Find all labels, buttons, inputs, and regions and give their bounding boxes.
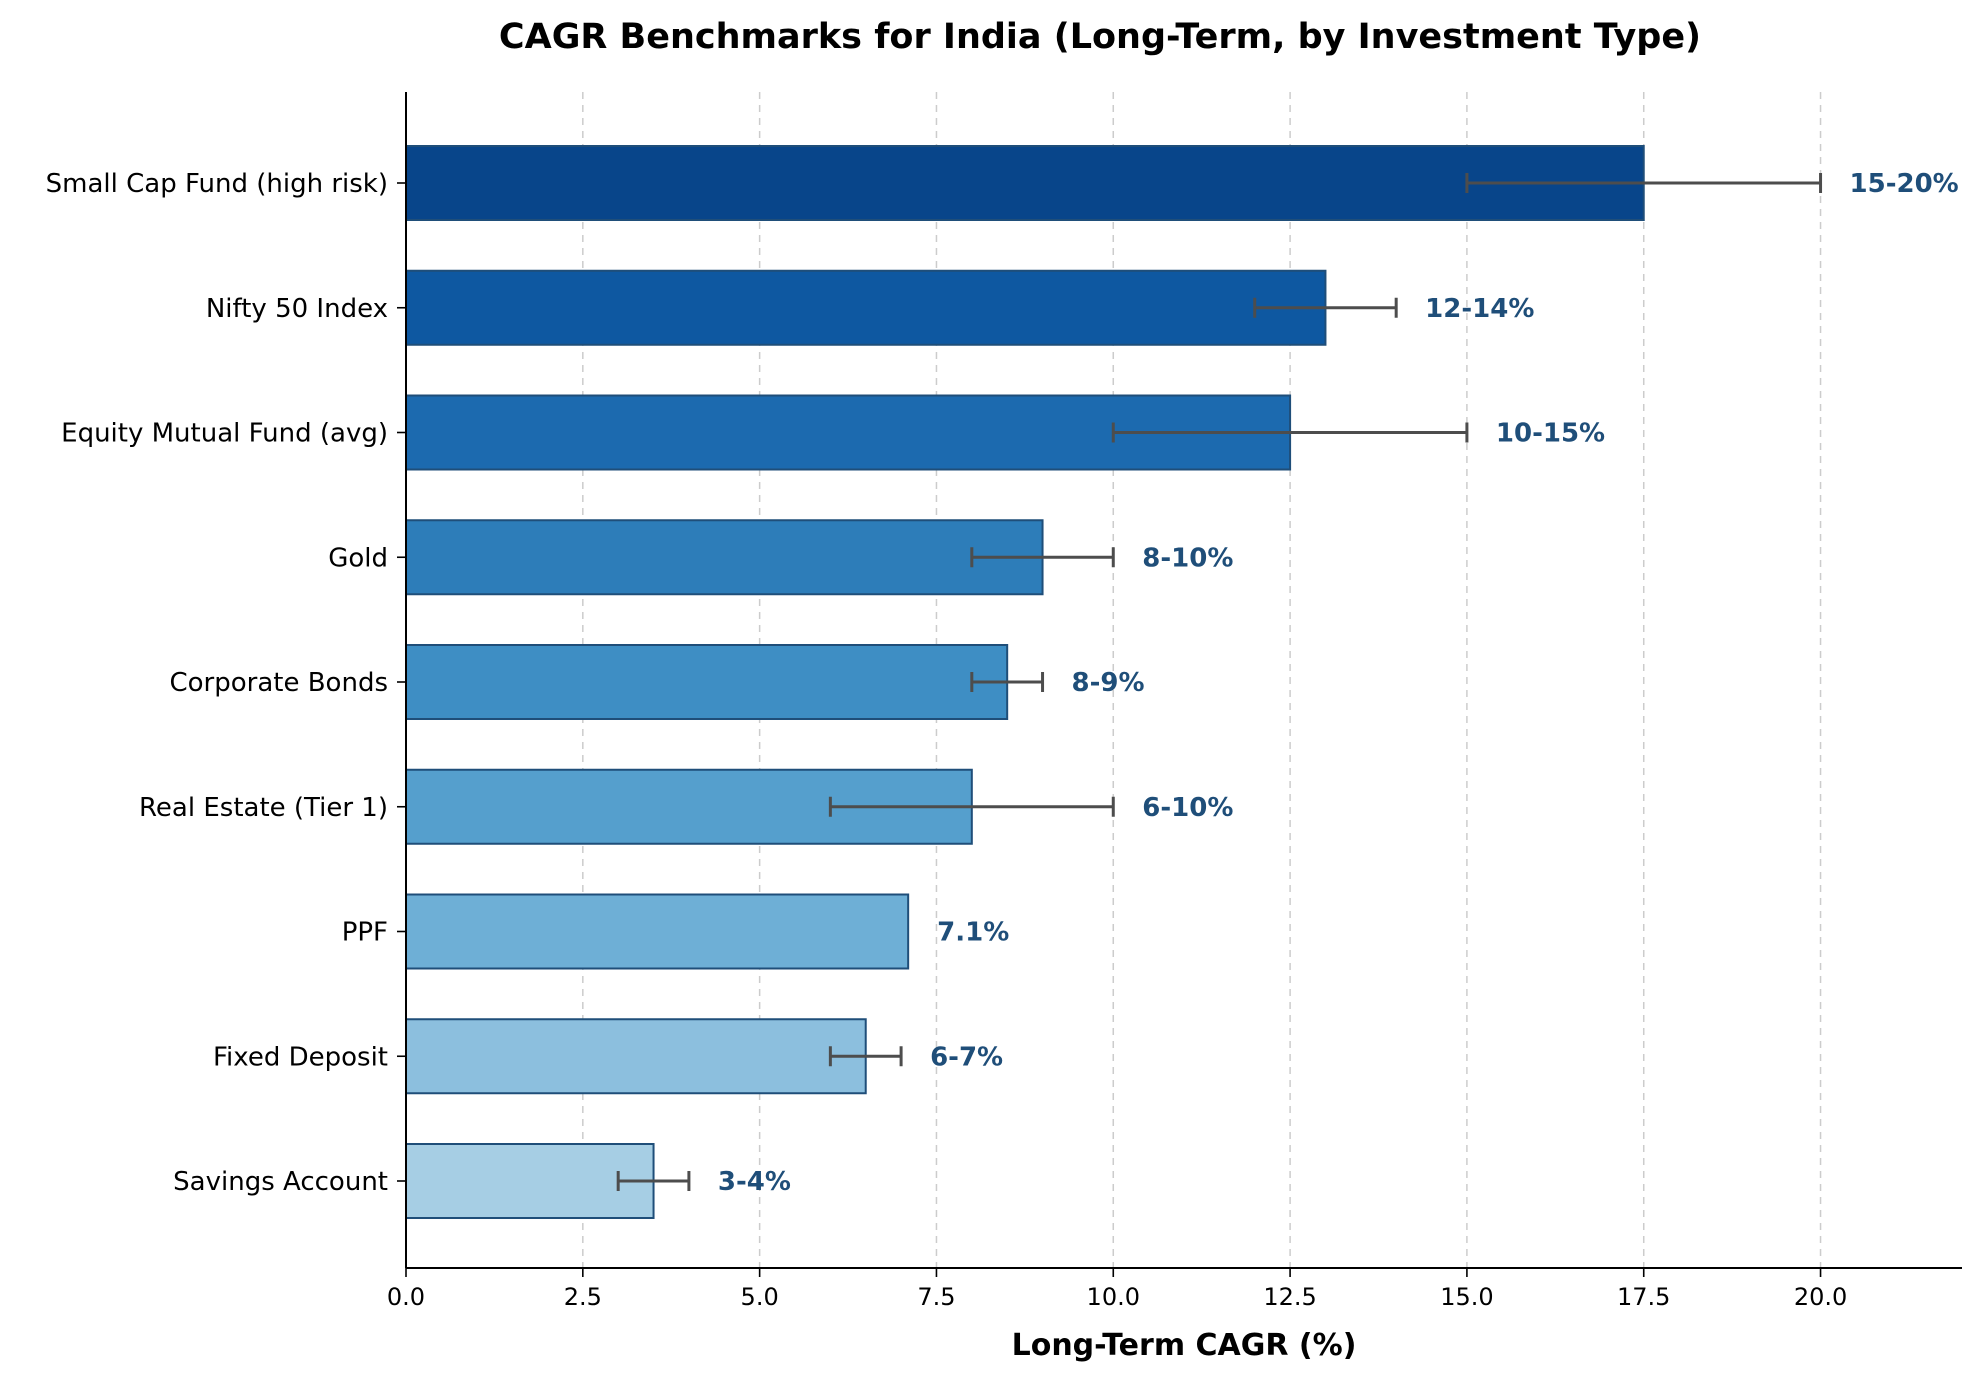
y-tick-label: Fixed Deposit: [213, 1042, 388, 1072]
bar: [405, 145, 1645, 221]
y-tick-label: PPF: [342, 918, 388, 948]
x-tick-label: 5.0: [741, 1283, 779, 1311]
chart-title: CAGR Benchmarks for India (Long-Term, by…: [499, 17, 1701, 57]
y-tick-label: Gold: [328, 543, 388, 573]
data-label: 10-15%: [1496, 419, 1605, 449]
x-tick-label: 2.5: [564, 1283, 602, 1311]
x-tick-label: 20.0: [1794, 1283, 1847, 1311]
bar: [405, 519, 1044, 596]
y-tick-label: Corporate Bonds: [169, 668, 388, 698]
x-tick-label: 17.5: [1617, 1283, 1670, 1311]
bars: [405, 145, 1645, 1219]
x-tick-label: 12.5: [1263, 1283, 1316, 1311]
bar: [405, 893, 910, 970]
error-bars: [616, 173, 1823, 1191]
data-label: 12-14%: [1425, 294, 1534, 324]
x-tick-label: 0.0: [387, 1283, 425, 1311]
y-tick-label: Savings Account: [173, 1167, 388, 1197]
data-label: 6-7%: [930, 1042, 1003, 1072]
x-tick-label: 7.5: [917, 1283, 955, 1311]
bar: [405, 1018, 867, 1095]
x-axis-label: Long-Term CAGR (%): [1012, 1328, 1357, 1363]
x-axis: 0.0 2.5 5.0 7.5 10.0 12.5 15.0 17.5 20.0: [387, 1267, 1962, 1311]
y-tick-label: Small Cap Fund (high risk): [46, 169, 388, 199]
data-labels: 3-4% 6-7% 7.1% 6-10% 8-9% 8-10% 10-15% 12-14% 15…: [718, 169, 1959, 1197]
data-label: 8-9%: [1072, 668, 1145, 698]
x-tick-label: 10.0: [1087, 1283, 1140, 1311]
data-label: 15-20%: [1850, 169, 1959, 199]
data-label: 8-10%: [1142, 543, 1233, 573]
bar: [405, 269, 1327, 346]
bar: [405, 644, 1009, 720]
x-tick-label: 15.0: [1440, 1283, 1493, 1311]
y-axis: Savings Account Fixed Deposit PPF Real Esta…: [46, 92, 407, 1268]
data-label: 3-4%: [718, 1167, 791, 1197]
data-label: 7.1%: [937, 918, 1009, 948]
y-tick-label: Real Estate (Tier 1): [139, 793, 388, 823]
y-tick-label: Equity Mutual Fund (avg): [61, 419, 388, 449]
bar: [405, 1143, 655, 1219]
data-label: 6-10%: [1142, 793, 1233, 823]
y-tick-label: Nifty 50 Index: [206, 294, 388, 324]
